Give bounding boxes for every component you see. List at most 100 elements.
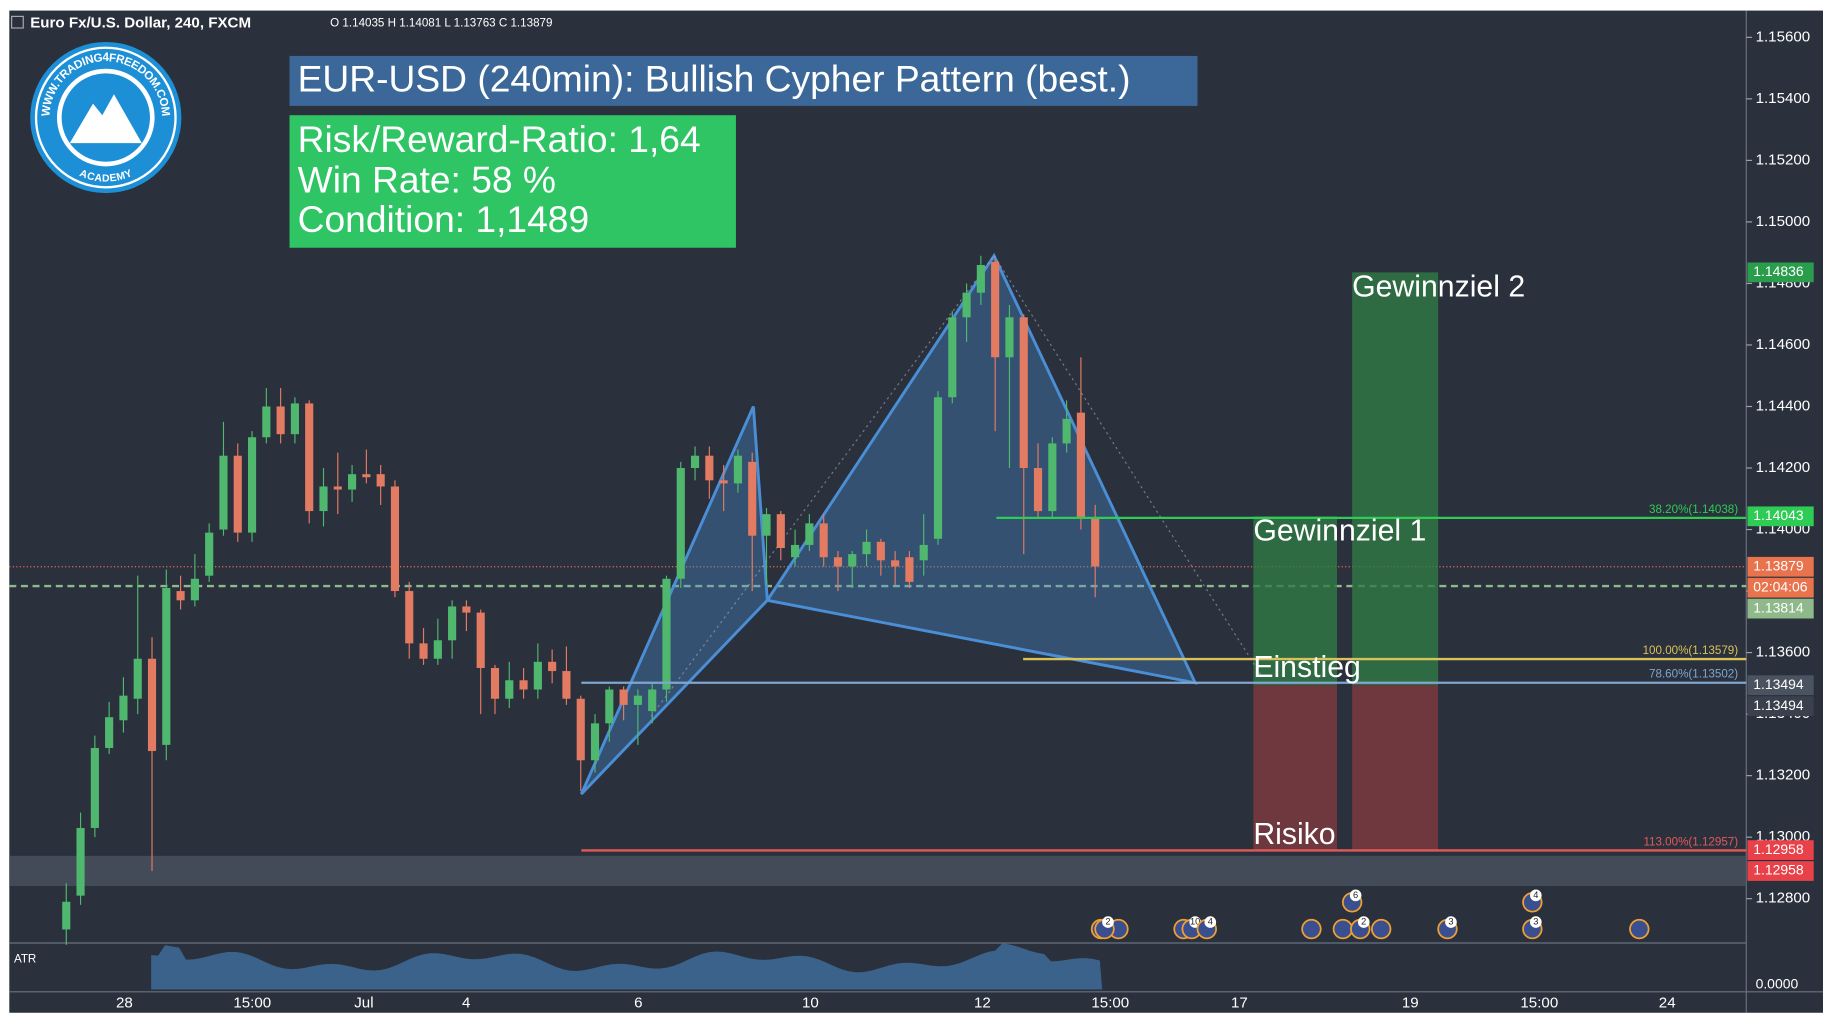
- fib-label: 113.00%(1.12957): [1643, 835, 1738, 848]
- countdown: 02:04:06: [1753, 578, 1808, 594]
- candle-body: [905, 557, 914, 582]
- x-tick-label: 15:00: [1091, 994, 1129, 1011]
- event-icon: [1301, 918, 1322, 940]
- stats-box: [289, 115, 736, 248]
- fib-label: 38.20%(1.14038): [1649, 503, 1738, 516]
- price-tag: [1747, 262, 1814, 283]
- x-tick-label: 17: [1231, 994, 1248, 1011]
- candle-body: [262, 406, 271, 438]
- candle-body: [205, 532, 214, 576]
- fib-label: 100.00%(1.13579): [1643, 644, 1739, 657]
- candle-body: [633, 695, 642, 705]
- indicator-axis-label: 0.0000: [1756, 976, 1799, 992]
- price-tag: [1747, 840, 1814, 860]
- price-tag-label: 1.13879: [1753, 557, 1804, 573]
- candle-body: [476, 612, 485, 668]
- y-tick-label: 1.14200: [1756, 459, 1811, 476]
- event-count-bg: [1530, 916, 1542, 928]
- candle-body: [448, 606, 457, 641]
- event-count-bg: [1530, 889, 1542, 902]
- price-tag-label: 1.13494: [1753, 676, 1804, 692]
- candle-body: [533, 661, 542, 690]
- y-tick-label: 1.13600: [1756, 644, 1811, 661]
- title: EUR-USD (240min): Bullish Cypher Pattern…: [298, 57, 1131, 99]
- x-tick-label: 4: [462, 994, 470, 1011]
- candle-body: [419, 643, 428, 659]
- candle-body: [519, 680, 528, 690]
- candle-body: [1091, 517, 1100, 567]
- event-count: 3: [1533, 917, 1538, 927]
- event-count: 2: [1105, 917, 1110, 927]
- indicator-name: ATR: [14, 952, 36, 965]
- candle-body: [505, 680, 514, 699]
- candle-body: [490, 667, 500, 699]
- candle-body: [705, 455, 714, 481]
- candle-body: [590, 723, 600, 761]
- candle-body: [162, 587, 171, 745]
- candle-body: [76, 827, 85, 896]
- countdown-tag: [1747, 577, 1814, 598]
- candle-body: [562, 671, 571, 699]
- x-tick-label: 19: [1402, 994, 1419, 1011]
- candle-body: [219, 455, 228, 530]
- pattern-bcd: [764, 252, 1198, 685]
- candle-body: [247, 437, 257, 533]
- candle-body: [462, 606, 471, 613]
- price-tag-label: 1.13494: [1753, 697, 1804, 713]
- event-count: 2: [1361, 917, 1366, 927]
- candle-body: [819, 523, 828, 558]
- candle-body: [791, 544, 800, 558]
- event-icon: [1332, 918, 1354, 940]
- event-icon: [1629, 918, 1650, 940]
- event-count-bg: [1445, 916, 1457, 928]
- y-tick-label: 1.14600: [1756, 336, 1811, 353]
- candle-body: [1005, 317, 1014, 358]
- candle-body: [991, 261, 1000, 358]
- candle-body: [719, 480, 728, 484]
- candle-body: [576, 698, 585, 761]
- annotation: Risiko: [1253, 818, 1335, 851]
- candle-body: [190, 578, 199, 601]
- annotation: Gewinnziel 1: [1253, 515, 1426, 548]
- event-count-bg: [1357, 916, 1370, 928]
- target-zone: [1253, 516, 1338, 686]
- candle-body: [276, 406, 285, 435]
- candle-body: [133, 658, 142, 699]
- candle-body: [605, 689, 614, 724]
- x-tick-label: 6: [634, 994, 642, 1011]
- stat: Risk/Reward-Ratio: 1,64: [298, 118, 701, 160]
- zone-band: [9, 855, 1747, 887]
- candle-body: [662, 578, 671, 690]
- symbol: Euro Fx/U.S. Dollar, 240, FXCM: [30, 14, 251, 31]
- candle-body: [762, 514, 771, 536]
- candle-body: [390, 486, 400, 592]
- event-count: 4: [1208, 917, 1213, 927]
- candle-body: [105, 717, 114, 748]
- price-tag: [1747, 556, 1814, 577]
- candle-body: [690, 455, 700, 469]
- pattern-guide: [993, 255, 1262, 676]
- candle-body: [805, 523, 814, 545]
- x-tick-label: 12: [974, 994, 991, 1011]
- candle-body: [333, 486, 342, 490]
- candle-body: [948, 317, 957, 398]
- candle-body: [348, 474, 357, 490]
- candle-body: [876, 541, 885, 561]
- x-tick-label: 15:00: [233, 994, 271, 1011]
- price-tag-label: 1.14836: [1753, 263, 1804, 279]
- event-count: 6: [1353, 890, 1358, 900]
- candle-body: [90, 747, 99, 828]
- price-tag: [1747, 675, 1814, 696]
- fib-label: 78.60%(1.13502): [1649, 668, 1738, 681]
- candle-body: [919, 544, 928, 561]
- candle-body: [62, 901, 71, 930]
- candle-body: [976, 264, 985, 293]
- candle-body: [319, 486, 328, 512]
- annotation: Gewinnziel 2: [1352, 271, 1525, 304]
- event-count-bg: [1204, 916, 1217, 928]
- pattern-guide: [650, 255, 995, 717]
- candle-body: [776, 514, 785, 549]
- stat: Condition: 1,1489: [298, 198, 590, 240]
- target-zone: [1352, 272, 1439, 686]
